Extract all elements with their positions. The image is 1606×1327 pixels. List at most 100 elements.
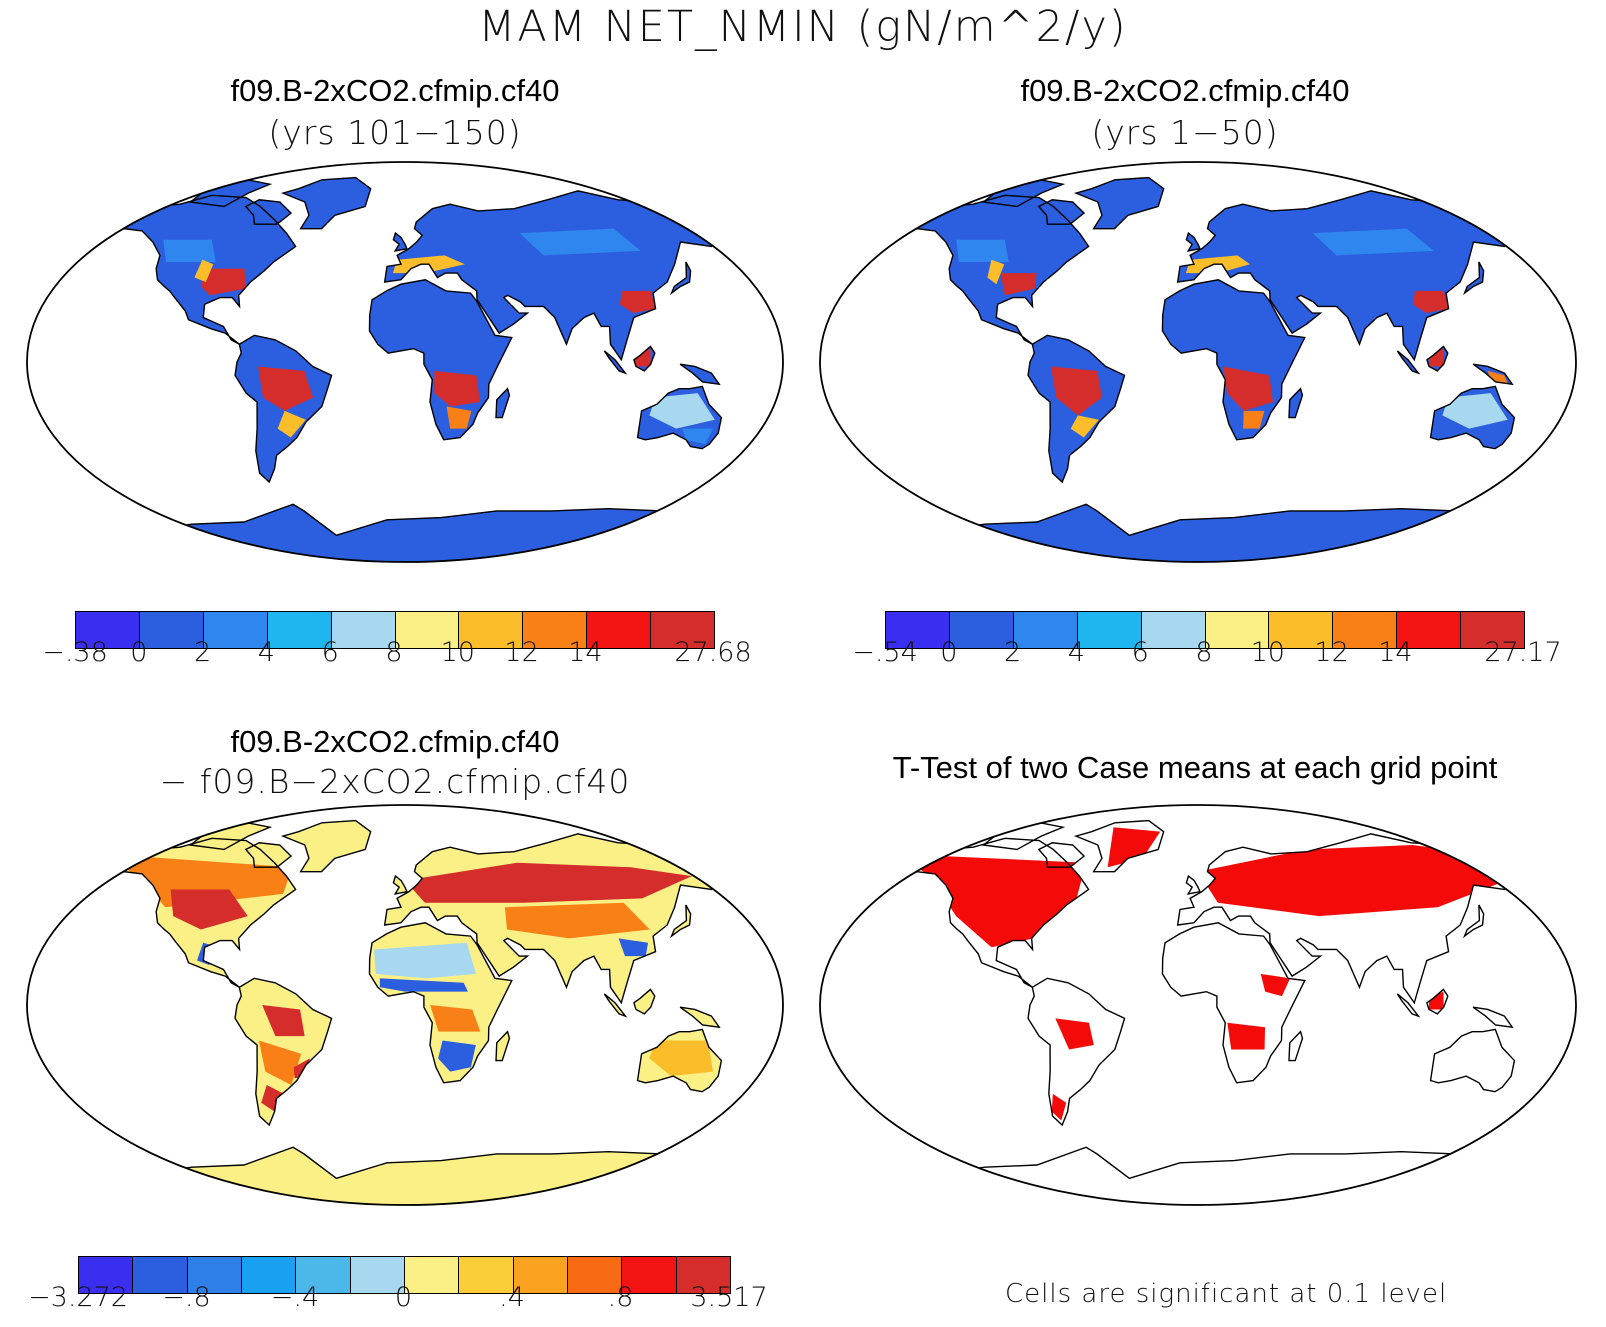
- land-arcticIslands: [190, 822, 270, 850]
- coastline-greenland: [1073, 819, 1165, 873]
- field-region: [649, 1040, 714, 1077]
- coastline-borneo: [633, 988, 656, 1015]
- coastline-australia: [636, 1028, 723, 1093]
- land-newGuinea: [1473, 1007, 1513, 1028]
- coastline-australia: [636, 385, 723, 450]
- field-region: [379, 978, 468, 992]
- colorbar-swatch: [404, 1257, 460, 1293]
- land-newGuinea: [680, 364, 720, 385]
- colorbar-tick-label: 3.517: [690, 1282, 768, 1313]
- colorbar-tick-label: 2: [194, 637, 212, 668]
- coastline-sumatra: [1396, 993, 1421, 1018]
- field-region: [619, 290, 656, 314]
- land-uk: [393, 876, 407, 894]
- coastline-southAmerica: [234, 977, 333, 1127]
- colorbar-tick-label: 12: [1314, 637, 1349, 668]
- land-eurasia: [1177, 190, 1537, 360]
- colorbar-tick-label: 10: [440, 637, 475, 668]
- colorbar-tick-label: .4: [499, 1282, 525, 1313]
- coastline-northAmerica: [93, 194, 297, 345]
- coastline-africa: [368, 922, 513, 1084]
- map-border: [819, 161, 1577, 563]
- coastline-borneo: [1426, 345, 1449, 372]
- field-region: [519, 228, 641, 256]
- colorbar-swatch: [523, 612, 588, 648]
- coastline-australia: [1429, 1028, 1516, 1093]
- coastline-uk: [1185, 874, 1201, 895]
- colorbar-tick-label: .8: [607, 1282, 634, 1313]
- land-uk: [393, 233, 407, 251]
- land-baffin: [1038, 199, 1085, 225]
- coastline-madagascar: [1288, 1030, 1304, 1062]
- coastline-newGuinea: [679, 363, 721, 386]
- field-region: [1442, 393, 1508, 429]
- field-region: [434, 370, 481, 407]
- field-region: [682, 428, 714, 445]
- field-region: [1070, 415, 1099, 438]
- map-panel-br: [819, 804, 1577, 1206]
- field-region: [635, 348, 651, 367]
- land-sumatra: [604, 993, 626, 1017]
- colorbar-tick-label: 14: [1378, 637, 1413, 668]
- colorbar-swatch: [296, 1257, 351, 1293]
- colorbar-swatch: [1013, 612, 1078, 648]
- colorbar-tl: [75, 611, 715, 649]
- colorbar-swatch: [203, 612, 268, 648]
- colorbar-swatch: [350, 1257, 405, 1293]
- coastline-newGuinea: [679, 1006, 721, 1029]
- coastline-madagascar: [495, 387, 511, 419]
- field-region: [1227, 1022, 1266, 1050]
- land-sumatra: [1397, 993, 1419, 1017]
- coastline-sumatra: [1396, 350, 1421, 375]
- colorbar-swatch: [331, 612, 396, 648]
- colorbar-tick-label: −.8: [162, 1282, 211, 1313]
- coastline-africa: [1161, 279, 1306, 441]
- coastline-japan: [1462, 904, 1485, 939]
- map-panel-bl: [26, 804, 784, 1206]
- field-region: [1051, 366, 1102, 416]
- colorbar-tick-label: 10: [1250, 637, 1285, 668]
- colorbar-tick-label: 6: [321, 637, 339, 668]
- field-region: [956, 239, 1009, 262]
- land-arcticIslands: [983, 179, 1063, 207]
- coastline-eurasia: [383, 833, 745, 1005]
- map-border: [26, 804, 784, 1206]
- colorbar-tick-label: −.4: [270, 1282, 320, 1313]
- land-baffin: [245, 842, 292, 868]
- field-region: [200, 268, 246, 296]
- map-border: [26, 161, 784, 563]
- coastline-southAmerica: [1027, 977, 1126, 1127]
- field-region: [170, 889, 248, 930]
- colorbar-swatch: [1077, 612, 1142, 648]
- land-uk: [1186, 233, 1200, 251]
- field-region: [504, 902, 650, 939]
- coastline-newGuinea: [1472, 363, 1514, 386]
- coastline-greenland: [280, 819, 372, 873]
- land-greenland: [1076, 177, 1164, 229]
- land-baffin: [245, 199, 292, 225]
- colorbar-swatch: [1397, 612, 1462, 648]
- colorbar-tick-label: 8: [385, 637, 403, 668]
- colorbar-tick-label: −.54: [852, 637, 918, 668]
- land-sumatra: [604, 350, 626, 374]
- colorbar-tick-label: 27.68: [674, 637, 752, 668]
- colorbar-tick-label: 8: [1195, 637, 1213, 668]
- land-uk: [1186, 876, 1200, 894]
- coastline-baffin: [244, 842, 293, 868]
- colorbar-swatch: [886, 612, 950, 648]
- colorbar-tick-label: 2: [1004, 637, 1022, 668]
- coastline-borneo: [1426, 988, 1449, 1015]
- coastline-greenland: [280, 176, 372, 230]
- colorbar-tick-label: −3.272: [28, 1282, 128, 1313]
- colorbar-tick-label: 27.17: [1484, 637, 1562, 668]
- land-africa: [1162, 922, 1305, 1083]
- colorbar-tick-label: 6: [1131, 637, 1149, 668]
- map-panel-tr: [819, 161, 1577, 563]
- land-arcticIslands: [190, 179, 270, 207]
- land-southAmerica: [1028, 978, 1125, 1125]
- colorbar-swatch: [567, 1257, 623, 1293]
- coastline-africa: [1161, 922, 1306, 1084]
- coastline-sumatra: [603, 993, 628, 1018]
- colorbar-swatch: [1141, 612, 1206, 648]
- coastline-newGuinea: [1472, 1006, 1514, 1029]
